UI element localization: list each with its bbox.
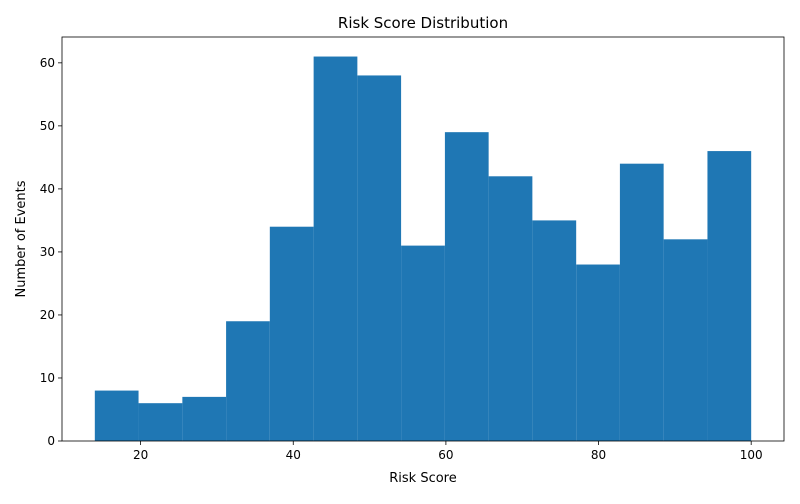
x-tick-label: 100 [740, 448, 763, 462]
plot-frame [61, 36, 785, 442]
bar [182, 396, 227, 441]
x-tick-label: 60 [438, 448, 453, 462]
bar [488, 176, 533, 441]
bar [401, 245, 445, 441]
bar [707, 151, 752, 441]
bar [94, 390, 139, 441]
x-tick-label: 40 [286, 448, 301, 462]
y-tick-label: 50 [40, 119, 55, 133]
bar [663, 239, 708, 441]
bar [313, 56, 358, 442]
x-axis-label: Risk Score [389, 471, 457, 486]
y-tick-label: 30 [40, 245, 55, 259]
bar [138, 403, 183, 441]
bar [269, 226, 314, 441]
bar [576, 264, 620, 441]
bar [226, 321, 270, 441]
y-tick-label: 20 [40, 308, 55, 322]
y-tick-label: 60 [40, 56, 55, 70]
x-tick-label: 20 [133, 448, 148, 462]
y-tick-label: 10 [40, 371, 55, 385]
y-tick-label: 0 [47, 434, 55, 448]
bar [444, 132, 489, 441]
bar [532, 220, 577, 441]
x-tick-label: 80 [591, 448, 606, 462]
bar [619, 163, 664, 442]
y-axis-label: Number of Events [14, 180, 29, 297]
bar [357, 75, 402, 442]
y-tick-label: 40 [40, 182, 55, 196]
chart-title: Risk Score Distribution [338, 14, 508, 32]
